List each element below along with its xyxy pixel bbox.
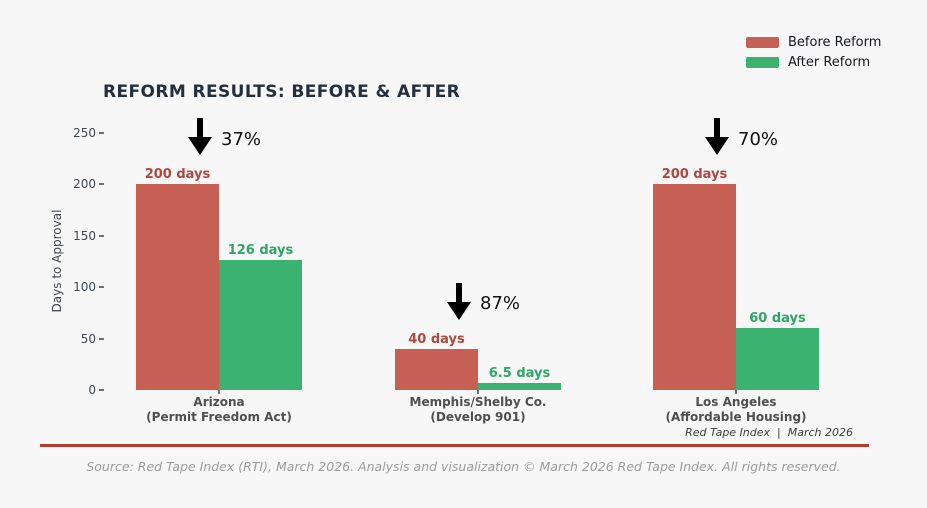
bar-before-reform bbox=[136, 184, 219, 390]
x-category-label: Arizona (Permit Freedom Act) bbox=[109, 395, 329, 425]
x-category-label: Memphis/Shelby Co. (Develop 901) bbox=[368, 395, 588, 425]
source-line: Source: Red Tape Index (RTI), March 2026… bbox=[86, 459, 841, 474]
x-category-label-line: Memphis/Shelby Co. bbox=[409, 395, 547, 409]
after-reform-swatch bbox=[746, 57, 779, 68]
bar-value-label: 200 days bbox=[144, 167, 211, 183]
x-category-label-line: Arizona bbox=[193, 395, 245, 409]
credit-line: Red Tape Index | March 2026 bbox=[685, 426, 853, 439]
y-tick-mark bbox=[99, 183, 104, 186]
y-tick-label: 200 bbox=[73, 177, 96, 192]
y-tick-label: 50 bbox=[80, 331, 96, 346]
y-tick-label: 0 bbox=[88, 383, 96, 397]
arrow-down-icon bbox=[705, 118, 729, 156]
bar-before-reform bbox=[395, 349, 478, 390]
arrow-down-icon bbox=[188, 118, 212, 156]
chart-title: REFORM RESULTS: BEFORE & AFTER bbox=[103, 82, 461, 102]
y-tick-mark bbox=[99, 389, 104, 391]
percent-reduction-label: 37% bbox=[221, 128, 262, 150]
bar-value-label: 40 days bbox=[408, 331, 465, 347]
before-reform-swatch bbox=[746, 37, 779, 48]
x-tick-mark bbox=[477, 390, 479, 394]
x-category-label-line: (Permit Freedom Act) bbox=[146, 410, 292, 424]
x-tick-mark bbox=[735, 390, 737, 394]
x-tick-mark bbox=[218, 390, 220, 394]
y-tick-label: 100 bbox=[73, 280, 96, 295]
bar-after-reform bbox=[478, 383, 561, 390]
arrow-down-icon bbox=[447, 282, 471, 320]
y-tick-mark bbox=[99, 337, 104, 340]
bar-value-label: 6.5 days bbox=[488, 366, 551, 382]
reduction-annotation: 70% bbox=[705, 118, 779, 156]
legend-label: Before Reform bbox=[788, 35, 882, 50]
y-tick-label: 250 bbox=[73, 126, 96, 140]
percent-reduction-label: 87% bbox=[480, 293, 521, 315]
bar-after-reform bbox=[736, 328, 819, 390]
y-axis-label: Days to Approval bbox=[50, 209, 64, 313]
reduction-annotation: 87% bbox=[447, 282, 521, 320]
bar-after-reform bbox=[219, 260, 302, 390]
y-tick-mark bbox=[99, 286, 104, 289]
legend-label: After Reform bbox=[788, 55, 871, 70]
x-category-label-line: (Develop 901) bbox=[430, 410, 526, 424]
legend-item-before-reform: Before Reform bbox=[746, 35, 881, 50]
y-tick-mark bbox=[99, 234, 104, 237]
reduction-annotation: 37% bbox=[188, 118, 262, 156]
bar-value-label: 60 days bbox=[749, 311, 806, 327]
bar-before-reform bbox=[653, 184, 736, 390]
y-tick-mark bbox=[99, 132, 104, 134]
bar-value-label: 126 days bbox=[227, 243, 294, 259]
x-category-label-line: Los Angeles bbox=[695, 395, 777, 409]
percent-reduction-label: 70% bbox=[738, 128, 779, 150]
legend: Before Reform After Reform bbox=[746, 35, 881, 75]
legend-item-after-reform: After Reform bbox=[746, 55, 881, 70]
x-category-label: Los Angeles (Affordable Housing) bbox=[626, 395, 846, 425]
x-category-label-line: (Affordable Housing) bbox=[665, 410, 807, 424]
divider-line bbox=[40, 444, 869, 447]
y-tick-label: 150 bbox=[73, 228, 96, 243]
bar-value-label: 200 days bbox=[661, 167, 728, 183]
